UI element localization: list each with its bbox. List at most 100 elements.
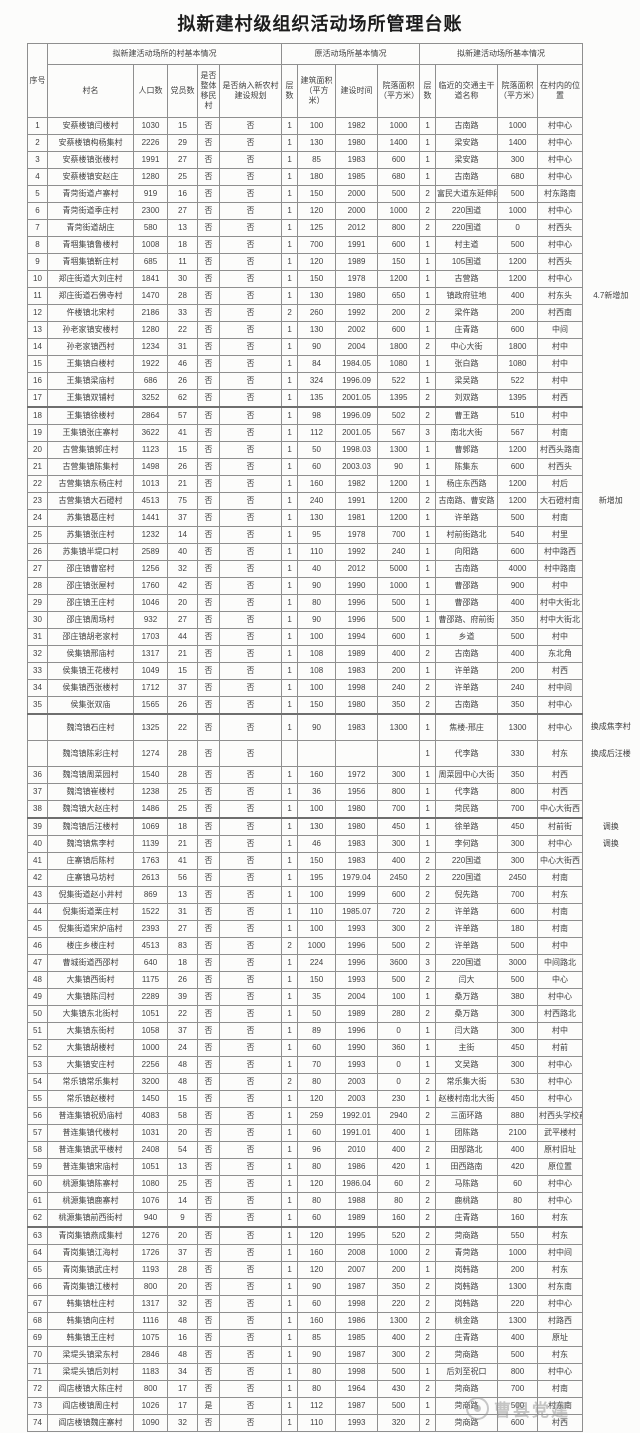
row-annotation: [583, 1193, 639, 1210]
table-row: 20 古营集镇郭庄村 1123 15 否否 1 50 1998.03 1300 1 曹郭路 1200 村…: [27, 441, 639, 459]
old-floor-count: 1: [281, 1380, 299, 1398]
population: 1116: [133, 1312, 168, 1330]
population: 1076: [133, 1192, 168, 1210]
row-annotation: [583, 680, 639, 697]
nearby-main-road: 李何路: [435, 835, 499, 853]
nearby-main-road: 许单路: [435, 509, 499, 527]
old-yard-area: 100: [377, 988, 421, 1006]
row-no: 72: [27, 1380, 48, 1398]
new-floor-count: 2: [419, 389, 437, 408]
row-no: 41: [27, 852, 48, 870]
new-floor-count: 1: [419, 1124, 437, 1142]
old-floor-count: 1: [281, 338, 299, 356]
is-whole-migrant-village: 否: [197, 236, 220, 254]
new-yard-area: 60: [497, 1175, 539, 1193]
position-in-village: 村东路南: [537, 185, 584, 203]
old-building-area: 80: [297, 1073, 337, 1091]
new-floor-count: 2: [419, 1346, 437, 1364]
table-row: 23 古营集镇大石磴村 4513 75 否否 1 240 1991 1200 2 古南路、曹安路 12…: [27, 492, 639, 510]
row-no: 25: [27, 526, 48, 544]
position-in-village: 村西头: [537, 219, 584, 237]
new-floor-count: 1: [419, 168, 437, 186]
is-whole-migrant-village: 否: [197, 202, 220, 220]
old-yard-area: 400: [377, 1329, 421, 1347]
build-time: 1998: [335, 1295, 379, 1313]
build-time: 1996: [335, 937, 379, 955]
row-no: 16: [27, 372, 48, 390]
row-no: 46: [27, 937, 48, 955]
party-member-count: 27: [167, 611, 198, 629]
in-new-rural-plan: 否: [218, 338, 283, 356]
position-in-village: 村中: [537, 355, 584, 373]
table-row: 54 常乐镇常乐集村 3200 48 否否 2 80 2003 0 2 常乐集大街 530 村中心: [27, 1073, 639, 1091]
table-row: 27 邵庄镇曹窑村 1256 32 否否 1 40 2012 5000 1 古南路 4000 村中路南: [27, 560, 639, 578]
row-annotation: [583, 220, 639, 237]
old-building-area: 120: [297, 253, 337, 271]
old-building-area: 110: [297, 1414, 337, 1432]
new-yard-area: 1200: [497, 475, 539, 493]
old-floor-count: 1: [281, 526, 299, 544]
row-no: 73: [27, 1397, 48, 1415]
table-row: 34 侯集镇西张楼村 1712 37 否否 1 100 1998 240 2 许单路 240 村中间: [27, 679, 639, 697]
row-annotation: 4.7新增加: [593, 291, 629, 300]
party-member-count: 37: [167, 509, 198, 527]
group-header-village-basic-info: 拟新建活动场所的村基本情况: [46, 43, 283, 65]
position-in-village: 村后: [537, 475, 584, 493]
row-no: 35: [27, 696, 48, 715]
in-new-rural-plan: 否: [218, 594, 283, 612]
party-member-count: 25: [167, 1175, 198, 1193]
old-building-area: 60: [297, 1039, 337, 1057]
in-new-rural-plan: 否: [218, 954, 283, 972]
in-new-rural-plan: 否: [218, 168, 283, 186]
new-floor-count: 1: [419, 662, 437, 680]
in-new-rural-plan: 否: [218, 937, 283, 955]
new-floor-count: 1: [419, 611, 437, 629]
row-no: [27, 713, 48, 741]
old-floor-count: 1: [281, 713, 299, 741]
old-floor-count: 1: [281, 475, 299, 493]
old-yard-area: 1000: [377, 202, 421, 220]
population: 2186: [133, 304, 168, 322]
nearby-main-road: 中心大街: [435, 338, 499, 356]
party-member-count: 20: [167, 1226, 198, 1245]
table-row: 24 苏集镇葛庄村 1441 37 否否 1 130 1981 1200 1 许单路 500 村南: [27, 509, 639, 527]
table-row: 64 青岗集镇江海村 1726 37 否否 1 160 2008 1000 2 青菏路 1000 村中间: [27, 1244, 639, 1262]
is-whole-migrant-village: 否: [197, 441, 220, 459]
new-yard-area: 567: [497, 424, 539, 442]
in-new-rural-plan: 否: [218, 117, 283, 135]
old-floor-count: 1: [281, 800, 299, 819]
new-floor-count: 2: [419, 869, 437, 887]
old-building-area: 90: [297, 338, 337, 356]
population: 1058: [133, 1022, 168, 1040]
old-building-area: 80: [297, 1158, 337, 1176]
build-time: 2001.05: [335, 424, 379, 442]
in-new-rural-plan: 否: [218, 869, 283, 887]
row-no: 27: [27, 560, 48, 578]
old-floor-count: 1: [281, 492, 299, 510]
table-row: 13 孙老家镇安楼村 1280 22 否否 1 130 2002 600 1 庄青路 600 中间: [27, 321, 639, 339]
in-new-rural-plan: 否: [218, 628, 283, 646]
village-name: 青菏街道季庄村: [47, 202, 134, 220]
village-name: 魏湾镇周菜园村: [47, 766, 134, 784]
old-building-area: 100: [297, 800, 337, 819]
nearby-main-road: 菏商路: [435, 1346, 499, 1364]
table-row: 22 古营集镇东杨庄村 1013 21 否否 1 160 1982 1200 1 杨庄东西路 1200…: [27, 475, 639, 493]
position-in-village: 村东头: [537, 287, 584, 305]
old-building-area: 90: [297, 713, 337, 741]
table-row: 31 邵庄镇胡老家村 1703 44 否否 1 100 1994 600 1 乡道 500 村中: [27, 628, 639, 646]
row-no: 65: [27, 1261, 48, 1279]
party-member-count: 25: [167, 783, 198, 801]
row-annotation: [583, 1057, 639, 1074]
new-floor-count: 2: [419, 852, 437, 870]
old-yard-area: 240: [377, 679, 421, 697]
population: 1540: [133, 766, 168, 784]
in-new-rural-plan: 否: [218, 1022, 283, 1040]
old-floor-count: 1: [281, 543, 299, 561]
nearby-main-road: 古南路: [435, 117, 499, 135]
is-whole-migrant-village: 否: [197, 304, 220, 322]
col-header-village-name: 村名: [47, 64, 134, 118]
table-row: 52 大集镇胡楼村 1000 24 否否 1 60 1990 360 1 主街 450 村前: [27, 1039, 639, 1057]
new-floor-count: 2: [419, 903, 437, 921]
in-new-rural-plan: 否: [218, 236, 283, 254]
new-yard-area: 1300: [497, 1312, 539, 1330]
